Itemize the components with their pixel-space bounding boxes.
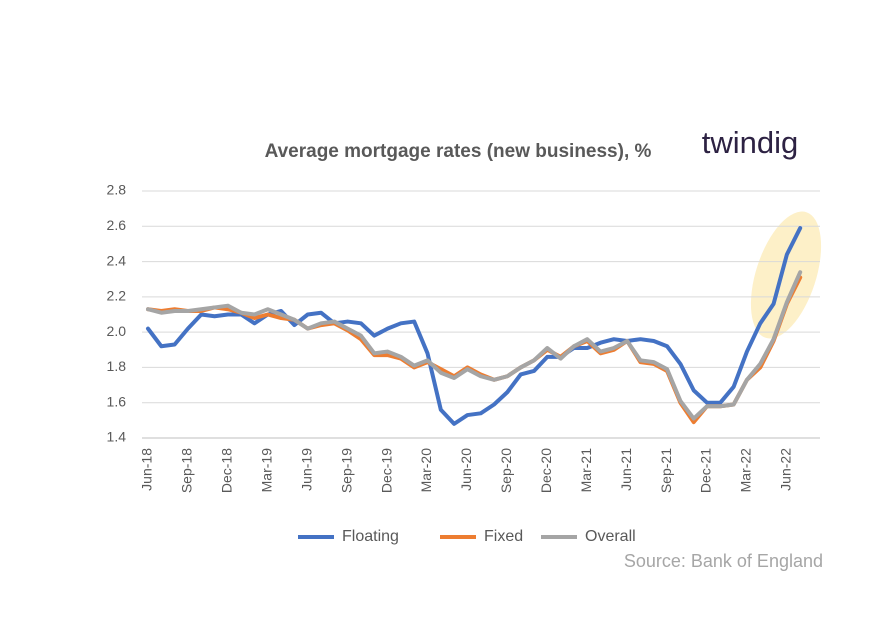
line-series [146,226,803,426]
x-tick-label: Jun-22 [778,448,794,491]
x-tick-label: Mar-20 [418,448,434,493]
legend-label: Floating [342,528,399,545]
x-tick-label: Dec-20 [538,448,554,493]
y-tick-label: 1.4 [107,429,127,445]
x-tick-label: Mar-22 [738,448,754,493]
chart-title: Average mortgage rates (new business), % [265,141,652,162]
y-tick-label: 2.6 [107,217,127,233]
x-tick-label: Dec-19 [378,448,394,493]
x-tick-label: Dec-18 [219,448,235,493]
x-tick-label: Sep-18 [179,448,195,493]
x-tick-label: Sep-19 [338,448,354,493]
source: Source: Bank of England [624,551,823,571]
y-tick-label: 2.2 [107,288,127,304]
x-tick-label: Jun-18 [139,448,155,491]
line-series [146,270,803,421]
y-tick-label: 2.8 [107,182,127,198]
x-tick-label: Jun-20 [458,448,474,491]
x-tick-label: Jun-21 [618,448,634,491]
legend-label: Overall [585,528,636,545]
x-tick-label: Jun-19 [298,448,314,491]
y-tick-label: 2.4 [107,252,127,268]
highlight [750,211,822,339]
x-tick-label: Mar-21 [578,448,594,493]
x-tick-label: Sep-20 [498,448,514,493]
y-tick-label: 1.6 [107,393,127,409]
legend-label: Fixed [484,528,523,545]
x-tick-label: Dec-21 [698,448,714,493]
logo: twindig [702,125,799,160]
y-tick-label: 2.0 [107,323,127,339]
x-tick-label: Sep-21 [658,448,674,493]
x-tick-label: Mar-19 [258,448,274,493]
y-tick-label: 1.8 [107,358,127,374]
